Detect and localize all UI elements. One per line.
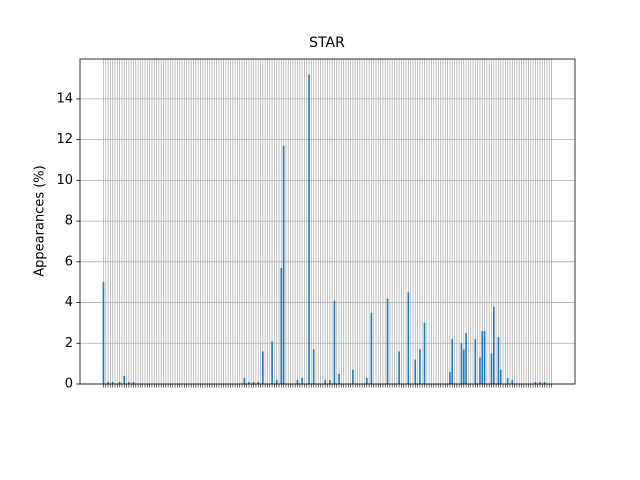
bar [414, 359, 417, 384]
bar [275, 379, 278, 384]
bar [128, 381, 130, 384]
bar [123, 375, 126, 384]
bar [449, 371, 451, 384]
y-tick-label: 0 [65, 377, 73, 392]
bar [398, 351, 400, 384]
bar [308, 74, 310, 384]
bar [474, 339, 477, 384]
bar [481, 331, 484, 384]
bar [386, 298, 389, 384]
bar [365, 377, 368, 384]
bar [423, 322, 426, 384]
bar [506, 377, 509, 384]
y-tick-label: 8 [65, 214, 73, 229]
bar [479, 357, 481, 384]
bar [451, 339, 454, 384]
bar [460, 343, 463, 384]
bar [280, 267, 283, 384]
bar [296, 379, 299, 384]
bar [497, 337, 500, 384]
bar [465, 333, 467, 384]
bar [324, 379, 326, 384]
bar [132, 381, 135, 384]
y-tick-label: 6 [65, 254, 73, 269]
bar [102, 282, 105, 384]
bar [511, 379, 514, 384]
chart-title: STAR [309, 35, 345, 51]
bar [543, 381, 546, 384]
bar [490, 353, 493, 384]
bar [419, 349, 421, 384]
bar [118, 381, 121, 384]
bar [333, 300, 336, 384]
bar [252, 381, 255, 384]
bar [282, 145, 285, 384]
bar [248, 381, 250, 384]
y-tick-label: 4 [65, 295, 73, 310]
bar [534, 381, 537, 384]
y-tick-label: 14 [56, 91, 73, 106]
y-tick-label: 2 [65, 336, 73, 351]
y-axis-label: Appearances (%) [33, 165, 48, 276]
bar [462, 349, 465, 384]
bar [312, 349, 315, 384]
plot-frame [79, 58, 576, 385]
bar [370, 312, 373, 384]
bar [338, 373, 340, 384]
bar [329, 379, 331, 384]
bar [352, 369, 354, 384]
bar [111, 381, 114, 384]
y-tick-label: 12 [56, 132, 73, 147]
bar [483, 331, 486, 384]
y-tick-label: 10 [56, 173, 73, 188]
bar [243, 377, 246, 384]
bar [493, 306, 495, 384]
bar [107, 381, 109, 384]
bar [499, 369, 502, 384]
bar [407, 292, 410, 384]
bar [539, 381, 541, 384]
bar [262, 351, 264, 384]
bar [271, 341, 273, 384]
bar [257, 381, 260, 384]
bar [301, 377, 303, 384]
